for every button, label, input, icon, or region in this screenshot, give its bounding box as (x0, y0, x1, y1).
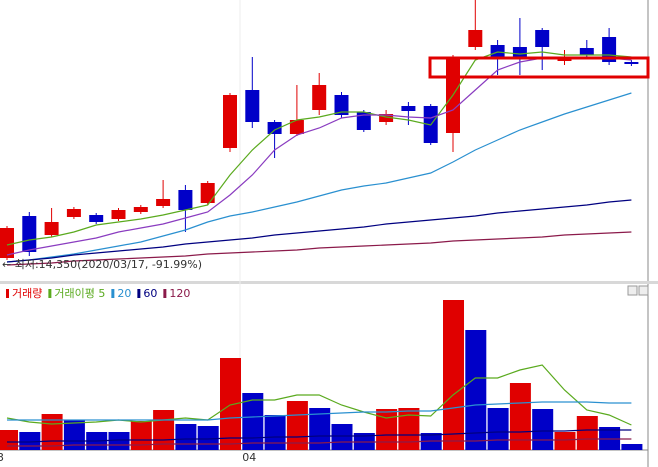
volume-bar (220, 358, 241, 450)
candle-body (22, 216, 37, 252)
maximize-button[interactable] (638, 285, 649, 296)
legend-label: 거래이평 5 (54, 287, 105, 300)
volume-bar (63, 420, 85, 450)
volume-bar (286, 401, 308, 450)
volume-bar (398, 408, 420, 450)
candle-body (89, 215, 104, 222)
panel-divider (0, 281, 658, 284)
legend-swatch (137, 289, 141, 298)
x-tick-label: 3 (0, 451, 4, 464)
candle-body (356, 112, 371, 130)
candle-body (579, 48, 594, 55)
legend-swatch (163, 289, 167, 298)
candle-body (267, 122, 282, 134)
volume-bar (465, 330, 487, 450)
candle-body (312, 85, 327, 110)
candle-body (535, 30, 550, 47)
volume-bar (621, 444, 643, 450)
candle-body (178, 190, 193, 210)
candle-body (156, 199, 171, 206)
candle-body (133, 207, 148, 212)
annotation: ← 최저:14,350(2020/03/17, -91.99%) (2, 258, 202, 271)
legend-label: 거래량 (12, 287, 42, 300)
volume-panel: 3 04 (0, 300, 643, 464)
volume-bar (532, 409, 554, 450)
volume-bar (19, 432, 41, 450)
volume-bar (576, 416, 598, 450)
candle-body (200, 183, 215, 203)
candle-body (245, 90, 260, 122)
candle-body (223, 95, 237, 148)
legend-label: 20 (117, 287, 131, 300)
candle-body (401, 106, 416, 111)
legend-label: 60 (143, 287, 157, 300)
moving-average (6, 231, 632, 266)
volume-bar (130, 421, 152, 450)
candle-body (379, 114, 394, 122)
volume-bar (443, 300, 464, 450)
legend-swatch (48, 289, 52, 298)
x-tick-label: 04 (242, 451, 256, 464)
highlight-box (428, 56, 650, 79)
volume-bar (554, 432, 576, 450)
volume-average (6, 364, 632, 426)
volume-bar (487, 408, 509, 450)
volume-bar (509, 383, 531, 450)
volume-average (7, 429, 632, 443)
candle-body (512, 47, 527, 58)
candle-body (624, 62, 639, 64)
candle-body (0, 228, 14, 258)
candle-body (289, 120, 304, 134)
volume-bar (242, 393, 264, 450)
minimize-button[interactable] (627, 285, 638, 296)
candle-body (490, 45, 505, 57)
volume-bar (376, 409, 398, 450)
volume-bar (197, 426, 219, 450)
volume-bar (175, 424, 197, 450)
volume-bar (309, 408, 331, 450)
moving-average (6, 51, 632, 246)
volume-average (7, 438, 632, 447)
candle-body (468, 30, 483, 47)
candle-body (111, 210, 126, 219)
moving-average (6, 92, 632, 263)
moving-average (6, 57, 632, 256)
volume-bar (264, 415, 286, 450)
legend: 거래량 거래이평 5 20 60 120 (6, 287, 190, 300)
volume-bar (331, 424, 353, 450)
legend-swatch (6, 289, 9, 298)
moving-average (6, 199, 632, 263)
legend-swatch (111, 289, 115, 298)
legend-label: 120 (169, 287, 190, 300)
volume-bar (108, 432, 130, 450)
volume-average (7, 401, 632, 421)
candle-body (44, 222, 59, 235)
candle-body (334, 95, 349, 115)
volume-bar (0, 430, 18, 450)
candle-body (66, 209, 81, 217)
